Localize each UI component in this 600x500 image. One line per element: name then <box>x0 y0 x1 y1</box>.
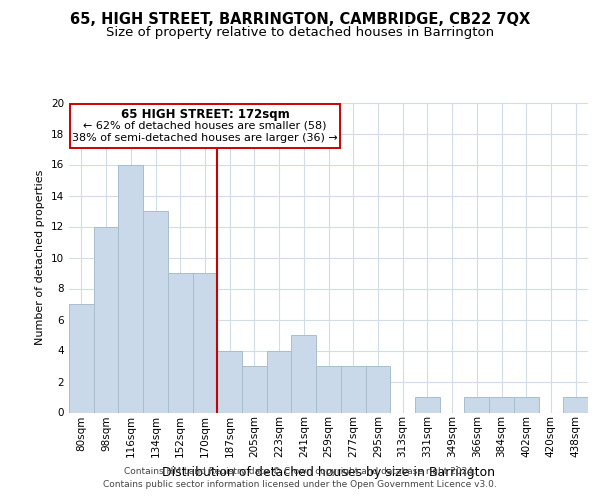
Bar <box>316 366 341 412</box>
Text: ← 62% of detached houses are smaller (58): ← 62% of detached houses are smaller (58… <box>83 120 326 130</box>
Bar <box>489 397 514 412</box>
FancyBboxPatch shape <box>70 104 340 148</box>
Bar <box>94 226 118 412</box>
Bar <box>193 273 217 412</box>
Bar <box>118 164 143 412</box>
Bar <box>365 366 390 412</box>
Text: 38% of semi-detached houses are larger (36) →: 38% of semi-detached houses are larger (… <box>72 132 338 142</box>
Bar <box>267 350 292 412</box>
Bar <box>143 211 168 412</box>
Bar <box>563 397 588 412</box>
Bar <box>514 397 539 412</box>
Bar <box>415 397 440 412</box>
Bar <box>464 397 489 412</box>
Text: 65 HIGH STREET: 172sqm: 65 HIGH STREET: 172sqm <box>121 108 289 121</box>
Y-axis label: Number of detached properties: Number of detached properties <box>35 170 46 345</box>
Bar <box>341 366 365 412</box>
Text: Contains HM Land Registry data © Crown copyright and database right 2024.
Contai: Contains HM Land Registry data © Crown c… <box>103 468 497 489</box>
Bar <box>168 273 193 412</box>
Bar <box>69 304 94 412</box>
Bar <box>217 350 242 412</box>
X-axis label: Distribution of detached houses by size in Barrington: Distribution of detached houses by size … <box>162 466 495 478</box>
Bar <box>242 366 267 412</box>
Text: 65, HIGH STREET, BARRINGTON, CAMBRIDGE, CB22 7QX: 65, HIGH STREET, BARRINGTON, CAMBRIDGE, … <box>70 12 530 28</box>
Text: Size of property relative to detached houses in Barrington: Size of property relative to detached ho… <box>106 26 494 39</box>
Bar <box>292 335 316 412</box>
